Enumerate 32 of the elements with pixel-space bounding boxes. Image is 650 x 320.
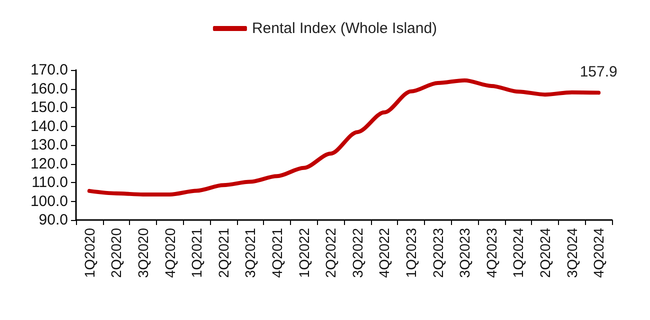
y-tick-label: 170.0 xyxy=(30,62,68,78)
y-tick-label: 120.0 xyxy=(30,155,68,172)
y-tick-label: 110.0 xyxy=(32,174,68,191)
y-tick-label: 90.0 xyxy=(38,212,68,228)
x-tick-label: 4Q2021 xyxy=(269,228,285,278)
y-tick-label: 130.0 xyxy=(30,136,68,154)
y-tick-label: 150.0 xyxy=(30,99,68,116)
x-tick-label: 4Q2023 xyxy=(483,228,500,278)
y-tick-label: 140.0 xyxy=(30,118,68,135)
x-tick-label: 2Q2022 xyxy=(322,228,339,278)
x-tick-label: 3Q2020 xyxy=(135,228,151,278)
x-tick-label: 3Q2022 xyxy=(349,228,366,278)
x-tick-label: 4Q2020 xyxy=(162,228,178,278)
y-tick-label: 100.0 xyxy=(30,192,68,210)
x-tick-label: 1Q2023 xyxy=(403,228,419,278)
x-tick-label: 2Q2023 xyxy=(430,228,446,278)
x-tick-label: 2Q2021 xyxy=(215,228,232,278)
x-tick-label: 4Q2022 xyxy=(376,228,392,278)
x-tick-label: 4Q2024 xyxy=(590,228,607,278)
x-tick-label: 3Q2023 xyxy=(456,228,473,278)
legend-label: Rental Index (Whole Island) xyxy=(252,20,438,37)
x-tick-label: 2Q2020 xyxy=(108,228,124,278)
x-tick-label: 3Q2024 xyxy=(564,228,580,278)
x-tick-label: 3Q2021 xyxy=(242,228,258,278)
line-series xyxy=(87,78,601,196)
x-tick-label: 1Q2022 xyxy=(296,228,312,278)
x-tick-label: 1Q2020 xyxy=(81,228,98,278)
data-label: 157.9 xyxy=(580,64,618,81)
y-tick-label: 160.0 xyxy=(30,80,68,98)
x-tick-label: 1Q2024 xyxy=(510,228,526,278)
x-tick-label: 1Q2021 xyxy=(188,228,205,278)
x-tick-label: 2Q2024 xyxy=(537,228,553,278)
